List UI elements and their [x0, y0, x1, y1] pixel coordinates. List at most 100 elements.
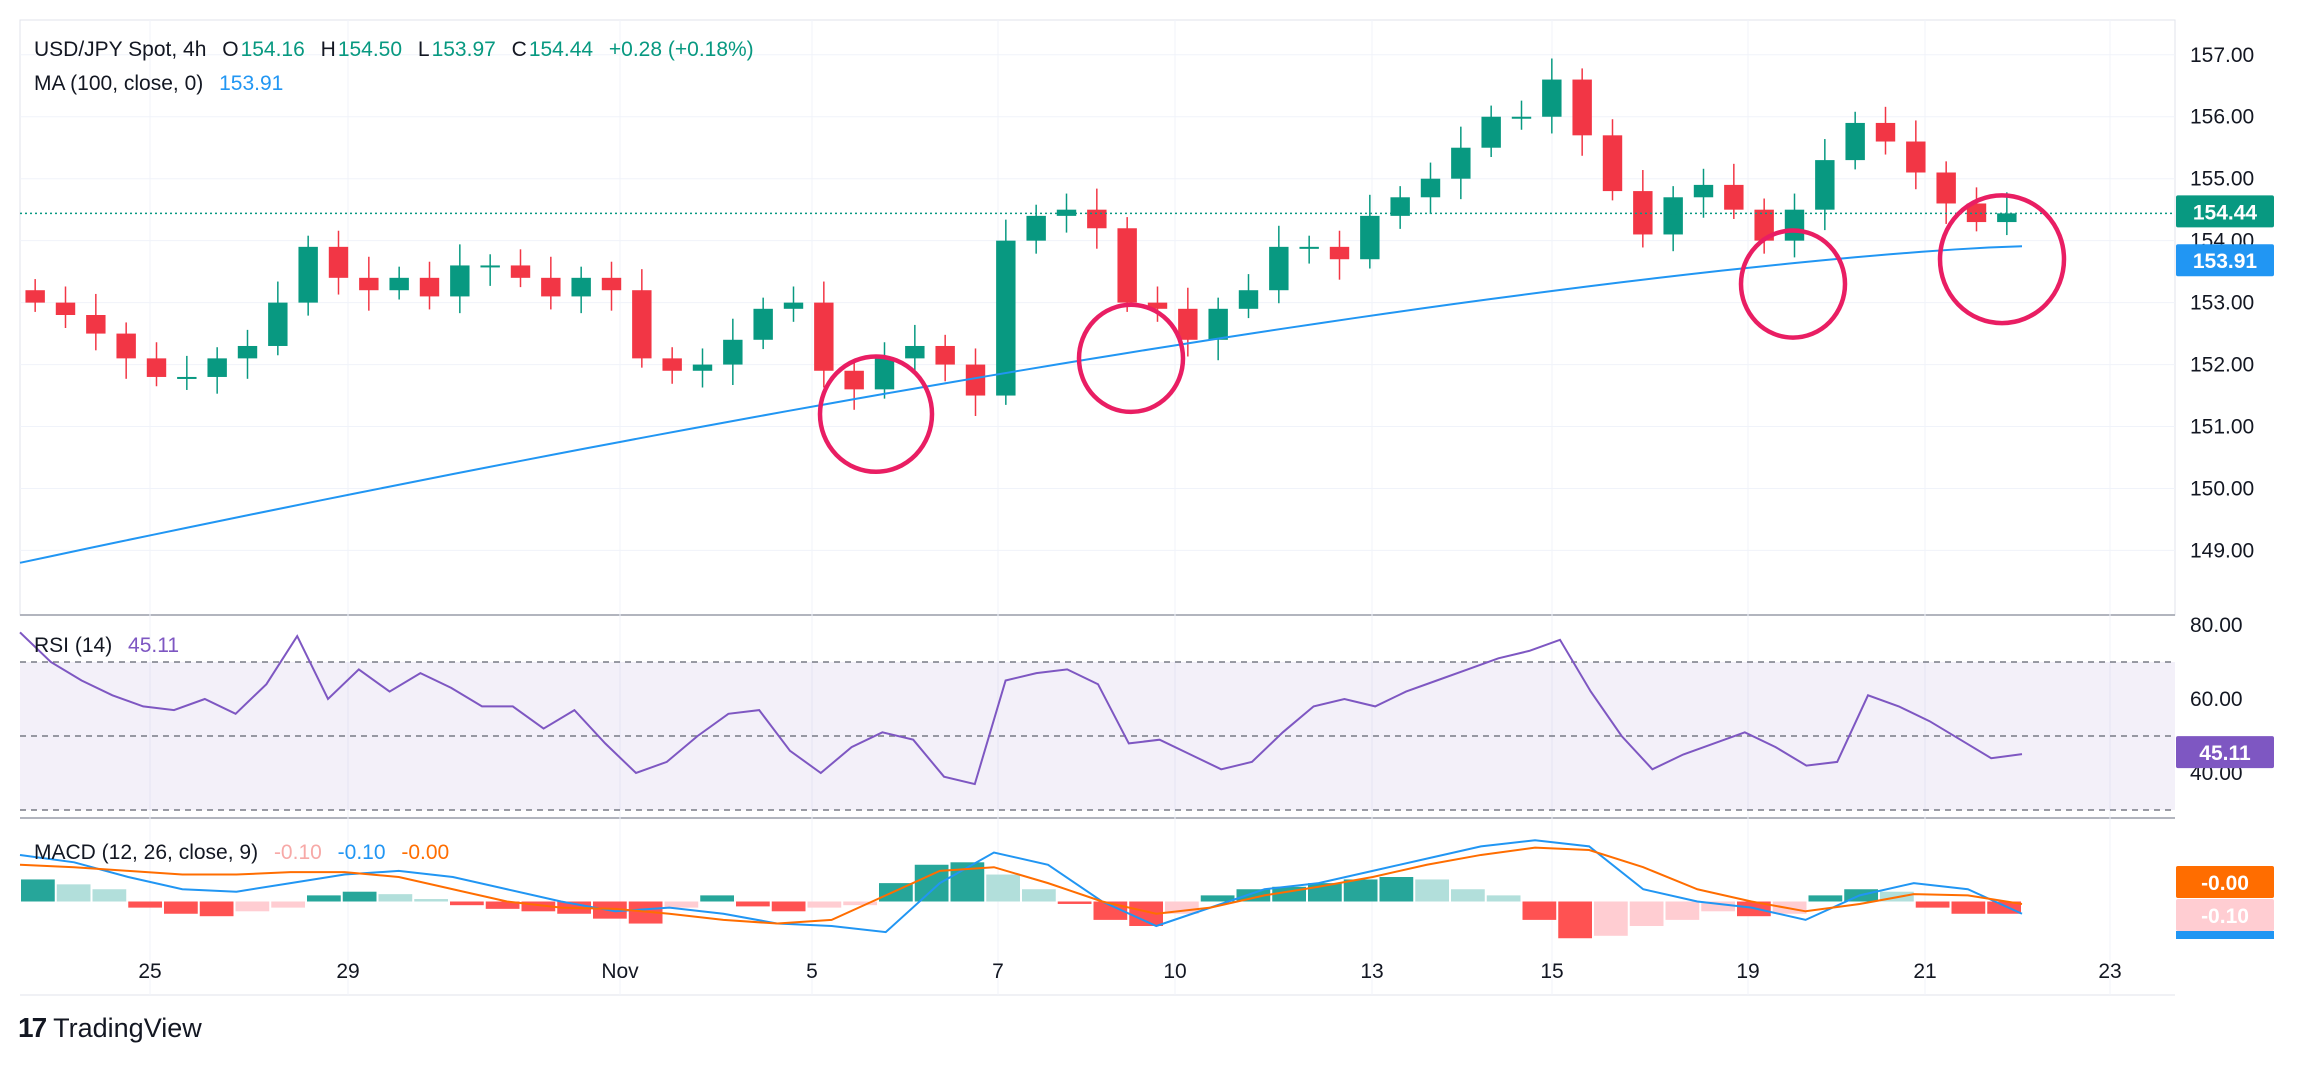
candle-body: [1208, 308, 1228, 340]
price-axis[interactable]: 149.00150.00151.00152.00153.00154.00155.…: [2190, 44, 2254, 785]
time-tick-label: 21: [1913, 960, 1936, 983]
candle-body: [389, 277, 409, 291]
macd-histogram-bar: [485, 901, 520, 909]
macd-signal-badge-bg: [2176, 866, 2274, 898]
candle-body: [177, 376, 197, 379]
candle-body: [1724, 184, 1744, 210]
open-value: 154.16: [240, 38, 305, 61]
candle-body: [237, 345, 258, 359]
candle-body: [1087, 209, 1107, 229]
low-label: L: [417, 38, 430, 61]
macd-histogram-bar: [664, 901, 699, 908]
candle-body: [935, 345, 955, 365]
time-axis[interactable]: 25 29 Nov 5 7 10 13 15 19 21 23: [138, 960, 2121, 983]
rsi-legend: RSI (14) 45.11: [34, 634, 181, 658]
axis-badges: 154.44 153.91 45.11 -0.00 -0.10: [2176, 195, 2274, 939]
candle-body: [207, 358, 227, 377]
macd-histogram-bar: [736, 901, 770, 907]
macd-line-badge-bg: [2176, 899, 2274, 931]
close-label: C: [511, 38, 527, 61]
macd-plot: [19, 839, 2023, 939]
time-tick-label: 15: [1540, 960, 1563, 983]
candle-body: [1390, 197, 1410, 216]
low-value: 153.97: [431, 38, 496, 61]
macd-histogram-bar: [56, 884, 91, 902]
ma-100-line: [19, 245, 2023, 564]
time-tick-label: 19: [1736, 960, 1759, 983]
candles: [25, 58, 2017, 416]
candle-body: [1299, 246, 1319, 249]
macd-histogram-bar: [1701, 901, 1735, 912]
rsi-badge-bg: [2176, 736, 2274, 769]
ma-label[interactable]: MA (100, close, 0): [34, 72, 204, 95]
time-tick-label: 29: [336, 960, 359, 983]
macd-histogram-bar: [1951, 901, 1986, 914]
macd-histogram-bar: [1343, 879, 1378, 902]
candle-body: [25, 290, 45, 303]
tradingview-brand[interactable]: 17 TradingView: [18, 1012, 202, 1044]
ma-badge-bg: [2176, 244, 2274, 277]
rsi-badge: 45.11: [2176, 736, 2274, 769]
macd-hist-value: -0.10: [273, 841, 322, 864]
macd-histogram-bar: [1057, 901, 1092, 904]
candle-body: [1117, 228, 1137, 303]
macd-histogram-bar: [1987, 901, 2021, 914]
macd-histogram-bar: [1594, 901, 1628, 936]
rsi-polyline: [19, 631, 2023, 786]
price-tick-label: 156.00: [2190, 106, 2254, 129]
macd-signal-badge-text: -0.00: [2201, 872, 2249, 895]
macd-histogram-bar: [1379, 877, 1414, 902]
price-tick-label: 152.00: [2190, 354, 2254, 377]
symbol-title[interactable]: USD/JPY Spot, 4h: [34, 38, 207, 61]
candle-body: [541, 277, 561, 297]
price-tick-label: 155.00: [2190, 168, 2254, 191]
macd-legend: MACD (12, 26, close, 9) -0.10 -0.10 -0.0…: [34, 841, 451, 865]
macd-histogram-bar: [807, 901, 842, 908]
candle-body: [510, 265, 531, 278]
macd-signal-value: -0.00: [401, 841, 450, 864]
macd-histogram-bar: [1558, 901, 1592, 939]
ma-value: 153.91: [219, 72, 284, 95]
rsi-label[interactable]: RSI (14): [34, 634, 113, 657]
candle-body: [116, 333, 136, 359]
candle-body: [298, 246, 318, 303]
macd-histogram-bar: [199, 901, 234, 917]
candle-body: [844, 370, 864, 390]
price-tick-label: 151.00: [2190, 416, 2254, 439]
rsi-line: [19, 631, 2023, 786]
candle-body: [1360, 215, 1380, 260]
ma-legend: MA (100, close, 0) 153.91: [34, 72, 285, 96]
macd-histogram-bar: [843, 901, 877, 906]
ma-touch-circle-3: [1738, 228, 1848, 340]
macd-label[interactable]: MACD (12, 26, close, 9): [34, 841, 259, 864]
candle-body: [814, 302, 834, 371]
candle-body: [1178, 308, 1198, 340]
macd-histogram-bar: [235, 901, 270, 912]
candle-body: [1147, 302, 1168, 309]
candle-body: [268, 302, 288, 346]
macd-line-badge-text: -0.10: [2201, 905, 2249, 928]
macd-histogram-bar: [92, 889, 127, 902]
candle-body: [1784, 209, 1805, 241]
macd-histogram-bar: [378, 894, 413, 902]
macd-signal-badge: -0.00: [2176, 866, 2274, 898]
candle-body: [1936, 172, 1956, 204]
candle-body: [692, 364, 713, 371]
time-tick-label: 13: [1360, 960, 1383, 983]
price-badge-bg: [2176, 195, 2274, 228]
rsi-badge-text: 45.11: [2199, 742, 2251, 765]
candle-body: [1572, 79, 1592, 136]
macd-histogram-bar: [164, 901, 198, 914]
ma-touch-circle-1: [817, 354, 935, 475]
time-tick-label: 10: [1163, 960, 1186, 983]
macd-histogram-bar: [21, 879, 55, 902]
candle-body: [1875, 122, 1896, 142]
candle-body: [1602, 135, 1623, 192]
candle-body: [1451, 147, 1471, 179]
macd-histogram-bar: [986, 874, 1020, 902]
macd-histogram-bar: [1200, 895, 1235, 902]
time-tick-label: 25: [138, 960, 161, 983]
macd-line-badge: -0.10: [2176, 899, 2274, 931]
macd-histogram-bar: [1522, 901, 1557, 920]
